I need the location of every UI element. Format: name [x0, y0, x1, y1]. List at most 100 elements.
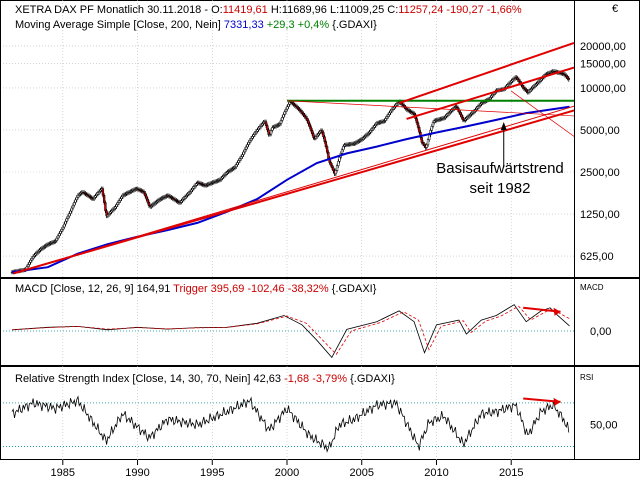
macd-trigger-value: Trigger 395,69 -102,46 -38,32% — [173, 283, 329, 295]
candle-body — [117, 200, 121, 203]
candle-body — [332, 167, 335, 172]
y-tick-label: 15000,00 — [580, 58, 626, 70]
candle-body — [61, 226, 65, 230]
y-tick-label: 1250,00 — [580, 209, 620, 221]
macd-trigger-line — [11, 305, 570, 355]
axis-labels: 1985 1990 1995 2000 2005 2010 2015 625,00 1250,0… — [51, 41, 626, 479]
candle-body — [428, 134, 431, 140]
macd-panel — [3, 304, 574, 359]
candle-body — [309, 126, 313, 131]
price-panel — [10, 42, 575, 275]
currency-symbol: € — [612, 3, 618, 15]
candle-body — [58, 233, 61, 237]
candle-body — [241, 154, 244, 157]
header-part: XETRA DAX PF Monatlich — [15, 4, 144, 16]
candle-body — [460, 114, 463, 118]
panel-frames — [0, 0, 640, 460]
candle-body — [55, 237, 58, 241]
candle-body — [307, 120, 310, 124]
candle-body — [30, 257, 34, 261]
candle-body — [28, 262, 31, 265]
candle-body — [65, 218, 68, 222]
candle-body — [235, 164, 238, 168]
candle-body — [145, 195, 148, 200]
candle-body — [104, 202, 107, 212]
macd-y-tick-label: 0,00 — [590, 326, 611, 338]
candle-body — [115, 204, 118, 207]
candle-body — [421, 142, 425, 145]
candle-body — [430, 126, 433, 131]
candle-body — [416, 122, 420, 128]
candle-body — [324, 141, 328, 147]
candle-body — [327, 151, 330, 159]
header-open-value: 11419,61 — [223, 4, 268, 16]
rsi-change-value: -1,68 -3,79% — [284, 373, 347, 385]
candle-body — [388, 112, 391, 115]
candle-body — [312, 133, 315, 138]
candle-body — [243, 149, 247, 153]
annotation-arrow-head — [500, 122, 507, 131]
candle-body — [264, 121, 268, 126]
uptrend-line-thin — [13, 105, 575, 274]
candle-body — [68, 213, 71, 217]
candle-body — [338, 156, 341, 162]
x-tick-label: 1990 — [125, 467, 149, 479]
header-part: H:11689,96 L:11009,25 — [268, 4, 387, 16]
rsi-line — [11, 395, 570, 453]
fan-line — [511, 90, 575, 137]
candle-body — [306, 118, 309, 121]
candle-body — [426, 139, 430, 146]
candle-body — [342, 146, 345, 151]
candle-body — [286, 106, 289, 110]
candle-body — [423, 143, 426, 146]
header-title: XETRA DAX PF Monatlich 30.11.2018 - O:11… — [15, 4, 522, 16]
candle-body — [418, 127, 421, 133]
candle-body — [334, 170, 337, 175]
candle-body — [283, 111, 286, 115]
downward-line — [286, 100, 575, 117]
candle-body — [247, 142, 250, 145]
candle-body — [322, 132, 325, 138]
candle-body — [119, 198, 122, 201]
channel-lower-line — [406, 66, 575, 120]
y-tick-label: 625,00 — [580, 251, 614, 263]
candle-body — [384, 118, 387, 121]
macd-panel-label: MACD — [580, 283, 604, 292]
candle-body — [521, 84, 524, 88]
candle-body — [102, 194, 106, 203]
candle-body — [116, 202, 119, 205]
header-part: 30.11.2018 - — [147, 4, 208, 16]
candle-body — [73, 202, 76, 206]
candle-body — [242, 151, 245, 155]
candle-body — [517, 79, 521, 82]
candle-body — [69, 210, 72, 214]
macd-line — [11, 304, 570, 359]
moving-average-legend: Moving Average Simple [Close, 200, Nein]… — [15, 19, 377, 31]
long-term-uptrend-line — [13, 109, 575, 275]
y-tick-label: 10000,00 — [580, 83, 626, 95]
candle-body — [27, 264, 30, 268]
panel-border — [0, 0, 640, 278]
candle-body — [147, 202, 151, 206]
candle-body — [66, 215, 70, 219]
candle-body — [248, 139, 252, 143]
candle-body — [389, 110, 392, 114]
candle-body — [281, 117, 284, 121]
candle-body — [59, 231, 62, 234]
candle-body — [387, 114, 390, 117]
candle-body — [236, 162, 239, 165]
candle-body — [144, 192, 147, 197]
x-tick-label: 2010 — [424, 467, 448, 479]
candle-body — [238, 158, 242, 161]
candle-body — [284, 108, 288, 113]
rsi-y-tick-label: 50,00 — [590, 420, 618, 432]
candle-body — [320, 130, 324, 133]
candle-body — [459, 111, 462, 115]
candle-body — [431, 122, 435, 127]
rsi-panel-label: RSI — [580, 373, 593, 382]
moving-average-value: 7331,33 — [224, 19, 264, 31]
candle-body — [240, 156, 243, 159]
macd-divergence-arrow-head — [553, 307, 561, 316]
x-tick-label: 2005 — [350, 467, 374, 479]
candle-body — [308, 123, 311, 128]
